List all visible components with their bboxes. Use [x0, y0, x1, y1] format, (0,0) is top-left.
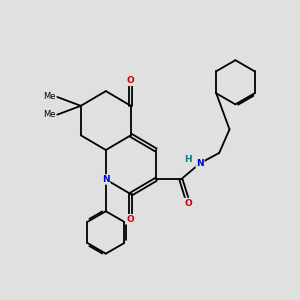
Text: Me: Me — [43, 110, 56, 119]
Text: O: O — [184, 199, 192, 208]
Text: O: O — [127, 76, 135, 85]
Text: O: O — [127, 215, 135, 224]
Text: H: H — [184, 155, 192, 164]
Text: Me: Me — [43, 92, 56, 101]
Text: N: N — [102, 175, 110, 184]
Text: N: N — [196, 159, 204, 168]
